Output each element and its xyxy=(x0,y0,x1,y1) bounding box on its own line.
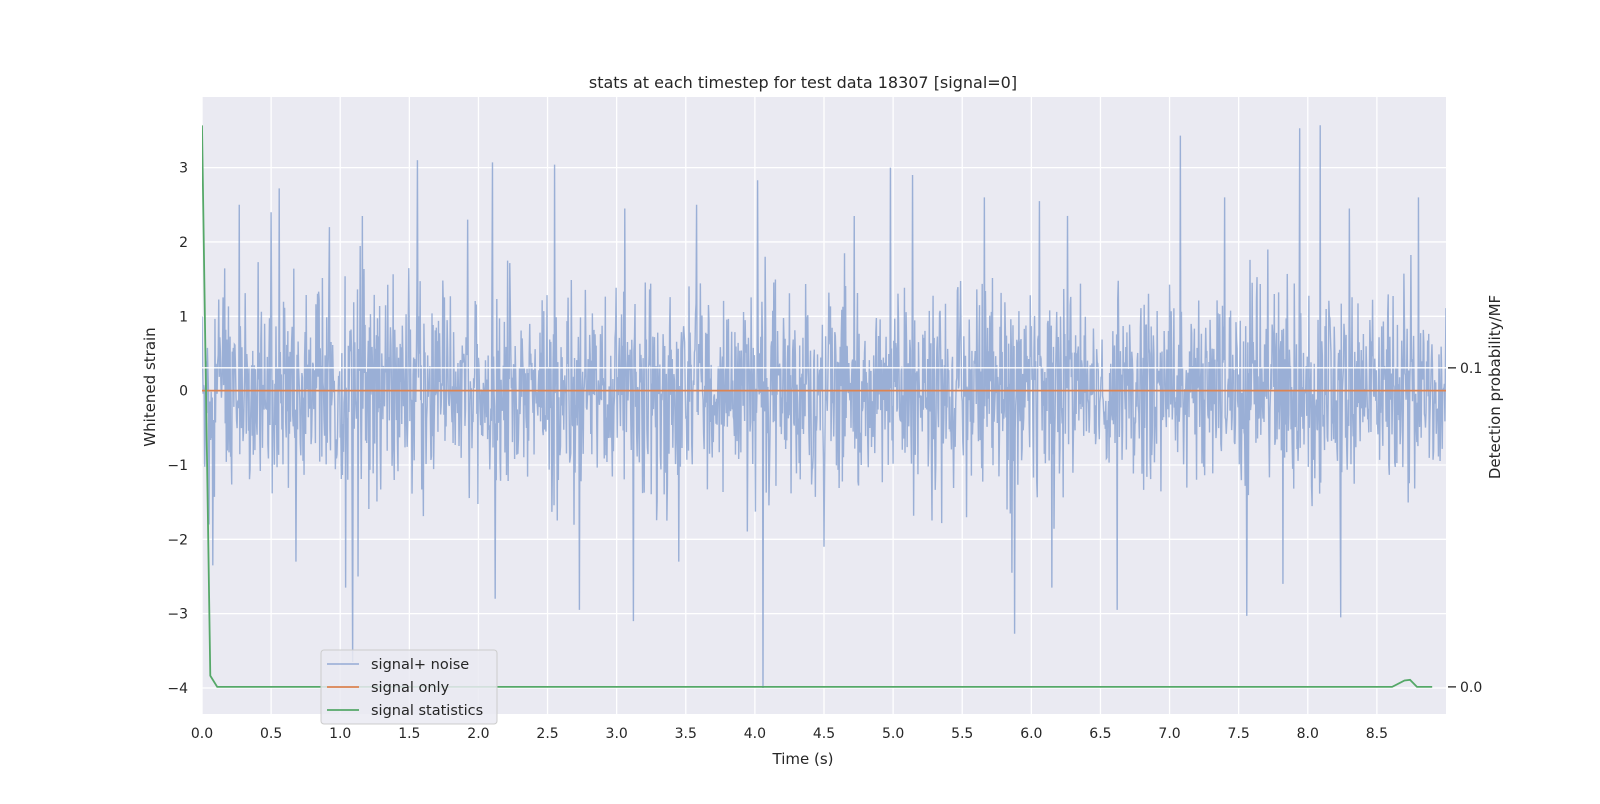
legend-label: signal+ noise xyxy=(371,657,469,673)
legend-box xyxy=(320,649,498,725)
x-tick-label: 5.0 xyxy=(882,726,904,742)
y-tick-label: 3 xyxy=(179,161,188,177)
y-tick-label: −1 xyxy=(167,458,188,474)
x-tick-label: 8.0 xyxy=(1297,726,1319,742)
x-tick-label: 4.0 xyxy=(744,726,766,742)
legend: signal+ noise signal only signal statistic… xyxy=(320,649,498,725)
x-tick-label: 1.0 xyxy=(329,726,351,742)
x-tick-label: 2.0 xyxy=(467,726,489,742)
y2-tick-label: 0.1 xyxy=(1460,361,1482,377)
x-tick-label: 7.0 xyxy=(1158,726,1180,742)
axes-ticks: 0.0 0.5 1.0 1.5 2.0 2.5 3.0 3.5 4.0 4.5 5.0 5.5 6.0 6… xyxy=(167,161,1482,742)
chart-title: stats at each timestep for test data 183… xyxy=(589,73,1017,92)
x-tick-label: 5.5 xyxy=(951,726,973,742)
y-tick-label: −3 xyxy=(167,607,188,623)
legend-label: signal statistics xyxy=(371,703,483,719)
y2-tick-label: 0.0 xyxy=(1460,680,1482,696)
x-tick-label: 8.5 xyxy=(1366,726,1388,742)
series-signal-statistics xyxy=(202,125,1433,688)
x-tick-label: 0.5 xyxy=(260,726,282,742)
x-tick-label: 6.0 xyxy=(1020,726,1042,742)
y-tick-label: −2 xyxy=(167,532,188,548)
y-tick-label: 0 xyxy=(179,384,188,400)
series-group xyxy=(202,125,1446,688)
y-tick-label: −4 xyxy=(167,681,188,697)
x-tick-label: 6.5 xyxy=(1089,726,1111,742)
legend-label: signal only xyxy=(371,680,450,696)
x-tick-label: 2.5 xyxy=(536,726,558,742)
y-tick-label: 1 xyxy=(179,309,188,325)
x-tick-label: 7.5 xyxy=(1228,726,1250,742)
series-signal-plus-noise xyxy=(202,125,1446,688)
x-tick-label: 3.5 xyxy=(675,726,697,742)
y2-axis-label: Detection probability/MF xyxy=(1486,295,1504,479)
y-tick-label: 2 xyxy=(179,235,188,251)
x-tick-label: 3.0 xyxy=(606,726,628,742)
x-tick-label: 1.5 xyxy=(398,726,420,742)
x-tick-label: 0.0 xyxy=(191,726,213,742)
x-tick-label: 4.5 xyxy=(813,726,835,742)
x-axis-label: Time (s) xyxy=(772,750,834,768)
y-axis-label: Whitened strain xyxy=(141,327,159,446)
